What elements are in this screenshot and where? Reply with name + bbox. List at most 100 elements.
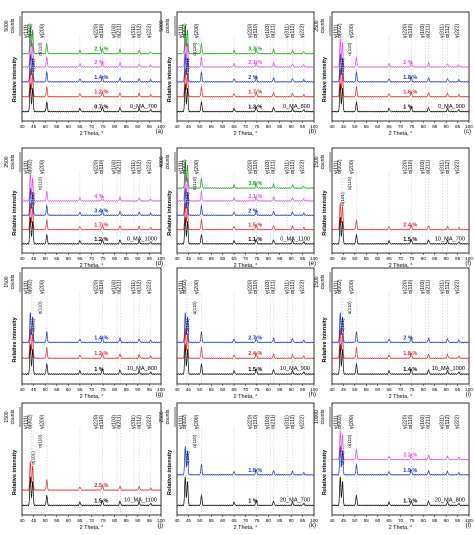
peak-label: γ(200) [349, 159, 355, 174]
x-tick-label: 95 [455, 124, 461, 129]
x-tick-label: 70 [243, 124, 249, 129]
peak-label: α(110) [408, 23, 414, 38]
x-tick-label: 85 [124, 256, 130, 261]
series-line-1 [21, 344, 161, 375]
series-label: 1.2 % [94, 351, 108, 357]
peak-label: α(110) [408, 159, 414, 174]
sample-label: 20_MA_800 [435, 498, 465, 504]
chart-panel-8: 1.5 %2.4 %2.7 %γ(111)α(002) γ(200) γ(220) α… [174, 267, 318, 400]
peak-label-inner: α(101) [185, 451, 190, 465]
x-tick-label: 50 [352, 518, 358, 523]
series-line-1 [176, 83, 315, 113]
series-line-4 [331, 38, 469, 68]
peak-label: α(002) [182, 23, 188, 38]
peak-label-inner: α(101) [340, 451, 345, 465]
peak-label: α(211) [117, 159, 123, 174]
x-tick-label: 85 [277, 518, 283, 523]
x-tick-label: 100 [465, 124, 473, 129]
peak-label: γ(311) [131, 160, 137, 174]
x-tick-label: 65 [387, 256, 393, 261]
x-tick-label: 70 [243, 387, 249, 392]
series-label: 2.1 % [248, 60, 262, 66]
x-tick-label: 45 [31, 256, 37, 261]
x-tick-label: 55 [209, 256, 215, 261]
series-line-2 [331, 68, 469, 98]
x-tick-label: 40 [19, 387, 25, 392]
peak-label-inner: α(101) [30, 192, 35, 206]
peak-label: α(112) [137, 414, 143, 429]
peak-label-inner: α(101) [340, 318, 345, 332]
x-tick-label: 50 [352, 124, 358, 129]
panel-letter: (l) [466, 523, 471, 529]
y-axis-label: Relative intensity [322, 449, 328, 495]
peak-label-inner: α(101) [30, 318, 35, 332]
series-line-2 [176, 328, 314, 360]
y-axis-label: Relative intensity [12, 56, 18, 102]
peak-label: γ(103) [420, 279, 426, 294]
peak-label: γ(103) [265, 23, 271, 38]
peak-label: γ(222) [454, 23, 460, 38]
peak-label: α(211) [425, 159, 431, 174]
x-tick-label: 55 [364, 124, 370, 129]
x-tick-label: 95 [455, 256, 461, 261]
peak-label: γ(220) [247, 23, 253, 38]
peak-label: α(211) [270, 279, 276, 294]
scale-value: 5000 [4, 20, 10, 31]
x-tick-label: 95 [455, 387, 461, 392]
x-tick-label: 45 [186, 518, 192, 523]
x-tick-label: 75 [254, 387, 260, 392]
scale-value: 2500 [314, 20, 320, 31]
series-line-3 [331, 430, 469, 461]
peak-label-inner: α(110) [347, 176, 352, 190]
peak-label: γ(220) [247, 279, 253, 294]
peak-label-inner: α(110) [192, 42, 197, 56]
peak-label-inner: α(110) [192, 176, 197, 190]
peak-label: α(110) [408, 414, 414, 429]
peak-label: γ(222) [454, 159, 460, 174]
sample-label: 20_MA_700 [280, 498, 310, 504]
x-tick-label: 85 [432, 124, 438, 129]
x-tick-label: 75 [409, 256, 415, 261]
panel-letter: (b) [309, 129, 316, 135]
peak-label: γ(311) [131, 24, 137, 38]
series-label: 1.4 % [94, 335, 108, 341]
peak-label: α(002) [337, 23, 343, 38]
scale-units: counts [320, 18, 326, 33]
peak-label: α(002) [337, 279, 343, 294]
peak-label: γ(311) [284, 160, 290, 174]
peak-label: γ(311) [439, 160, 445, 174]
scale-value: 1500 [314, 156, 320, 167]
peak-label: γ(220) [402, 279, 408, 294]
peak-label: γ(111) [333, 415, 339, 429]
peak-label: γ(200) [40, 23, 46, 38]
peak-label: γ(311) [439, 280, 445, 294]
x-axis-label: 2 Theta, ° [80, 131, 104, 137]
x-tick-label: 100 [310, 387, 318, 392]
peak-label-inner: α(101) [30, 451, 35, 465]
x-tick-label: 95 [147, 387, 153, 392]
x-tick-label: 65 [77, 124, 83, 129]
x-tick-label: 95 [455, 518, 461, 523]
x-tick-label: 50 [197, 518, 203, 523]
x-tick-label: 45 [186, 387, 192, 392]
series-line-2 [21, 68, 161, 98]
peak-label: α(112) [137, 23, 143, 38]
scale-value: 4000 [159, 156, 165, 167]
x-tick-label: 55 [54, 124, 60, 129]
peak-label: γ(103) [112, 414, 118, 429]
x-tick-label: 85 [432, 387, 438, 392]
x-tick-label: 60 [66, 256, 72, 261]
series-label: 1.2 % [94, 90, 108, 96]
x-tick-label: 70 [398, 387, 404, 392]
peak-label: γ(220) [402, 159, 408, 174]
x-tick-label: 75 [254, 256, 260, 261]
peak-label: α(110) [253, 414, 259, 429]
peak-label: α(211) [425, 414, 431, 429]
x-tick-label: 70 [89, 124, 95, 129]
x-tick-label: 70 [89, 387, 95, 392]
peak-label-inner: α(101) [185, 318, 190, 332]
sample-label: 10_MA_800 [127, 366, 157, 372]
series-line-1 [21, 216, 161, 245]
peak-label: α(211) [425, 279, 431, 294]
chart-panel-1: 0.7 % 1.2 % 1.4 % 2 % 2.1 % γ(111)α(002) γ(200… [4, 11, 165, 137]
